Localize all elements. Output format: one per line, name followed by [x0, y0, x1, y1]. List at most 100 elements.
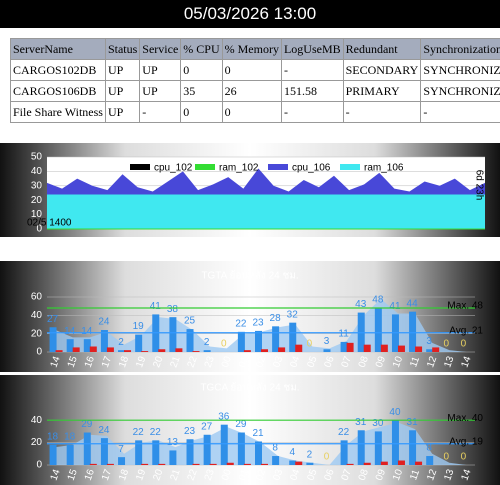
bar	[89, 346, 97, 352]
bar	[397, 460, 405, 465]
bar	[141, 351, 149, 352]
bar	[135, 440, 143, 465]
x-tick-label: 08	[357, 355, 371, 370]
bar	[141, 463, 149, 465]
x-tick-label: 03	[271, 468, 285, 483]
value-label: 23	[252, 318, 264, 329]
value-label: 18	[47, 431, 59, 442]
x-tick-label: 14	[460, 468, 474, 483]
y-tick-label: 20	[31, 328, 43, 339]
value-label: 22	[133, 427, 145, 438]
y-tick-label: 30	[31, 180, 43, 191]
value-label: 7	[118, 444, 124, 455]
y-tick-label: 40	[31, 415, 43, 426]
bar	[426, 456, 434, 465]
bar	[380, 344, 388, 352]
cell: PRIMARY	[342, 80, 422, 102]
y-tick-label: 0	[36, 347, 42, 358]
bar	[357, 430, 365, 465]
y-tick-label: 10	[31, 209, 43, 220]
value-label: 0	[324, 452, 330, 463]
value-label: 2	[204, 337, 210, 348]
x-tick-label: 03	[271, 355, 285, 370]
y-tick-label: 40	[31, 310, 43, 321]
bar	[346, 463, 354, 465]
bar	[289, 322, 297, 352]
bar	[243, 350, 251, 352]
bar	[158, 463, 166, 465]
y-tick-label: 60	[31, 292, 43, 303]
x-tick-label: 11	[408, 355, 422, 369]
value-label: 36	[218, 411, 230, 422]
x-tick-label: 15	[66, 355, 80, 370]
bar	[255, 330, 262, 352]
bar	[391, 420, 399, 465]
x-tick-label: 11	[408, 468, 422, 482]
value-label: 27	[201, 421, 213, 432]
legend-label: ram_102	[219, 163, 259, 174]
bar	[237, 331, 245, 352]
x-tick-label: 17	[100, 355, 114, 370]
value-label: 11	[338, 329, 349, 340]
legend-swatch	[340, 164, 360, 170]
bar	[49, 327, 57, 352]
x-tick-label: 17	[100, 468, 114, 483]
bar	[192, 463, 200, 465]
cell: CARGOS102DB	[10, 59, 106, 81]
x-tick-label: 01	[237, 468, 251, 483]
cell: UP	[104, 101, 141, 123]
value-label: 48	[372, 295, 384, 306]
x-tick-label: 04	[288, 355, 302, 370]
value-label: 25	[184, 316, 196, 327]
value-label: 2	[118, 337, 124, 348]
bar	[237, 432, 245, 465]
x-tick-label: 06	[323, 468, 337, 483]
legend-label: cpu_102	[154, 163, 193, 174]
value-label: 8	[426, 443, 432, 454]
bar	[169, 317, 177, 352]
bar	[415, 346, 423, 352]
value-label: 0	[221, 339, 227, 350]
bar	[203, 350, 211, 352]
line-label: Max. 48	[447, 301, 483, 312]
value-label: 14	[81, 326, 93, 337]
bar	[397, 345, 405, 352]
legend-swatch	[130, 164, 150, 170]
value-label: 3	[324, 336, 330, 347]
bar	[83, 432, 91, 465]
start-label: 02/5 1400	[27, 218, 72, 229]
x-tick-label: 21	[168, 468, 182, 483]
x-tick-label: 12	[425, 468, 439, 483]
x-tick-label: 07	[340, 355, 354, 370]
bar	[323, 349, 331, 352]
x-tick-label: 05	[305, 468, 319, 483]
bar	[346, 342, 354, 352]
value-label: 29	[235, 419, 247, 430]
bar	[340, 440, 348, 465]
bar	[203, 434, 211, 465]
x-tick-label: 13	[442, 355, 456, 370]
x-tick-label: 16	[83, 468, 97, 483]
cell: ServerName	[10, 38, 106, 60]
value-label: 44	[407, 298, 419, 309]
bar	[209, 463, 217, 465]
value-label: 38	[167, 304, 179, 315]
value-label: 24	[98, 425, 110, 436]
bar	[295, 461, 303, 465]
value-label: 0	[444, 339, 450, 350]
bar	[306, 462, 314, 465]
x-tick-label: 22	[186, 355, 200, 370]
x-tick-label: 02	[254, 468, 268, 483]
x-tick-label: 00	[220, 355, 234, 370]
bar	[100, 330, 108, 352]
bar	[106, 347, 114, 352]
value-label: 0	[307, 339, 313, 350]
x-tick-label: 20	[151, 355, 165, 370]
chart-title: TGCA ย้อนหลัง 24 ชม.	[200, 382, 299, 394]
x-tick-label: 16	[83, 355, 97, 370]
cell: Synchronization	[420, 38, 500, 60]
value-label: 0	[461, 452, 467, 463]
value-label: 18	[64, 431, 76, 442]
row: File Share Witness UP -0 0- - -	[10, 101, 500, 123]
